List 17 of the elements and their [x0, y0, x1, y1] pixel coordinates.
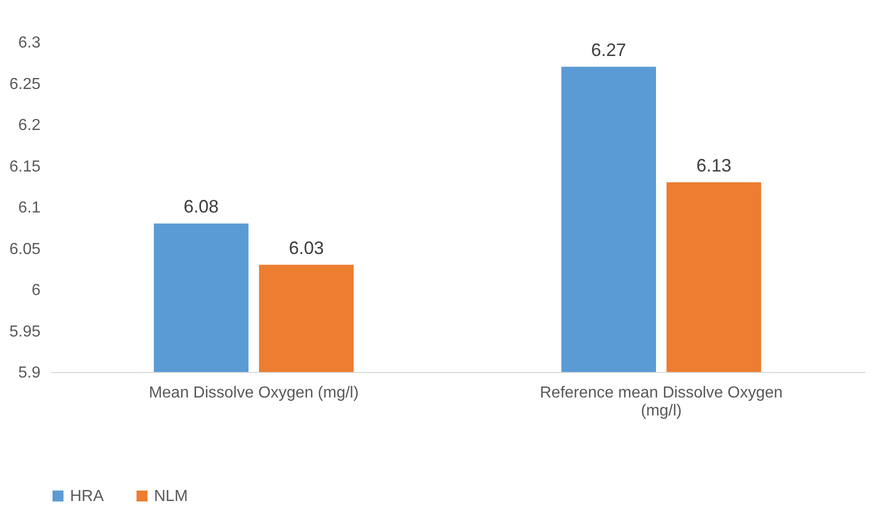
y-tick-label: 6.2: [18, 117, 41, 134]
x-tick-label: Reference mean Dissolve Oxygen (mg/l): [540, 384, 783, 420]
y-tick-label: 6.3: [18, 34, 41, 52]
data-label: 6.08: [184, 196, 219, 216]
y-tick-label: 6.25: [9, 76, 41, 93]
y-tick-label: 5.95: [9, 323, 41, 340]
legend-label: HRA: [70, 488, 104, 505]
legend-label: NLM: [154, 488, 188, 505]
data-label: 6.03: [288, 238, 324, 258]
data-label: 6.27: [591, 40, 626, 60]
y-tick-label: 6.1: [18, 200, 41, 216]
data-label: 6.13: [696, 155, 732, 176]
x-tick-label: Mean Dissolve Oxygen (mg/l): [148, 384, 359, 402]
y-tick-label: 6.05: [9, 240, 41, 258]
y-tick-label: 5.9: [18, 364, 41, 382]
y-tick-label: 6.15: [9, 158, 41, 176]
y-tick-label: 6: [32, 282, 41, 299]
